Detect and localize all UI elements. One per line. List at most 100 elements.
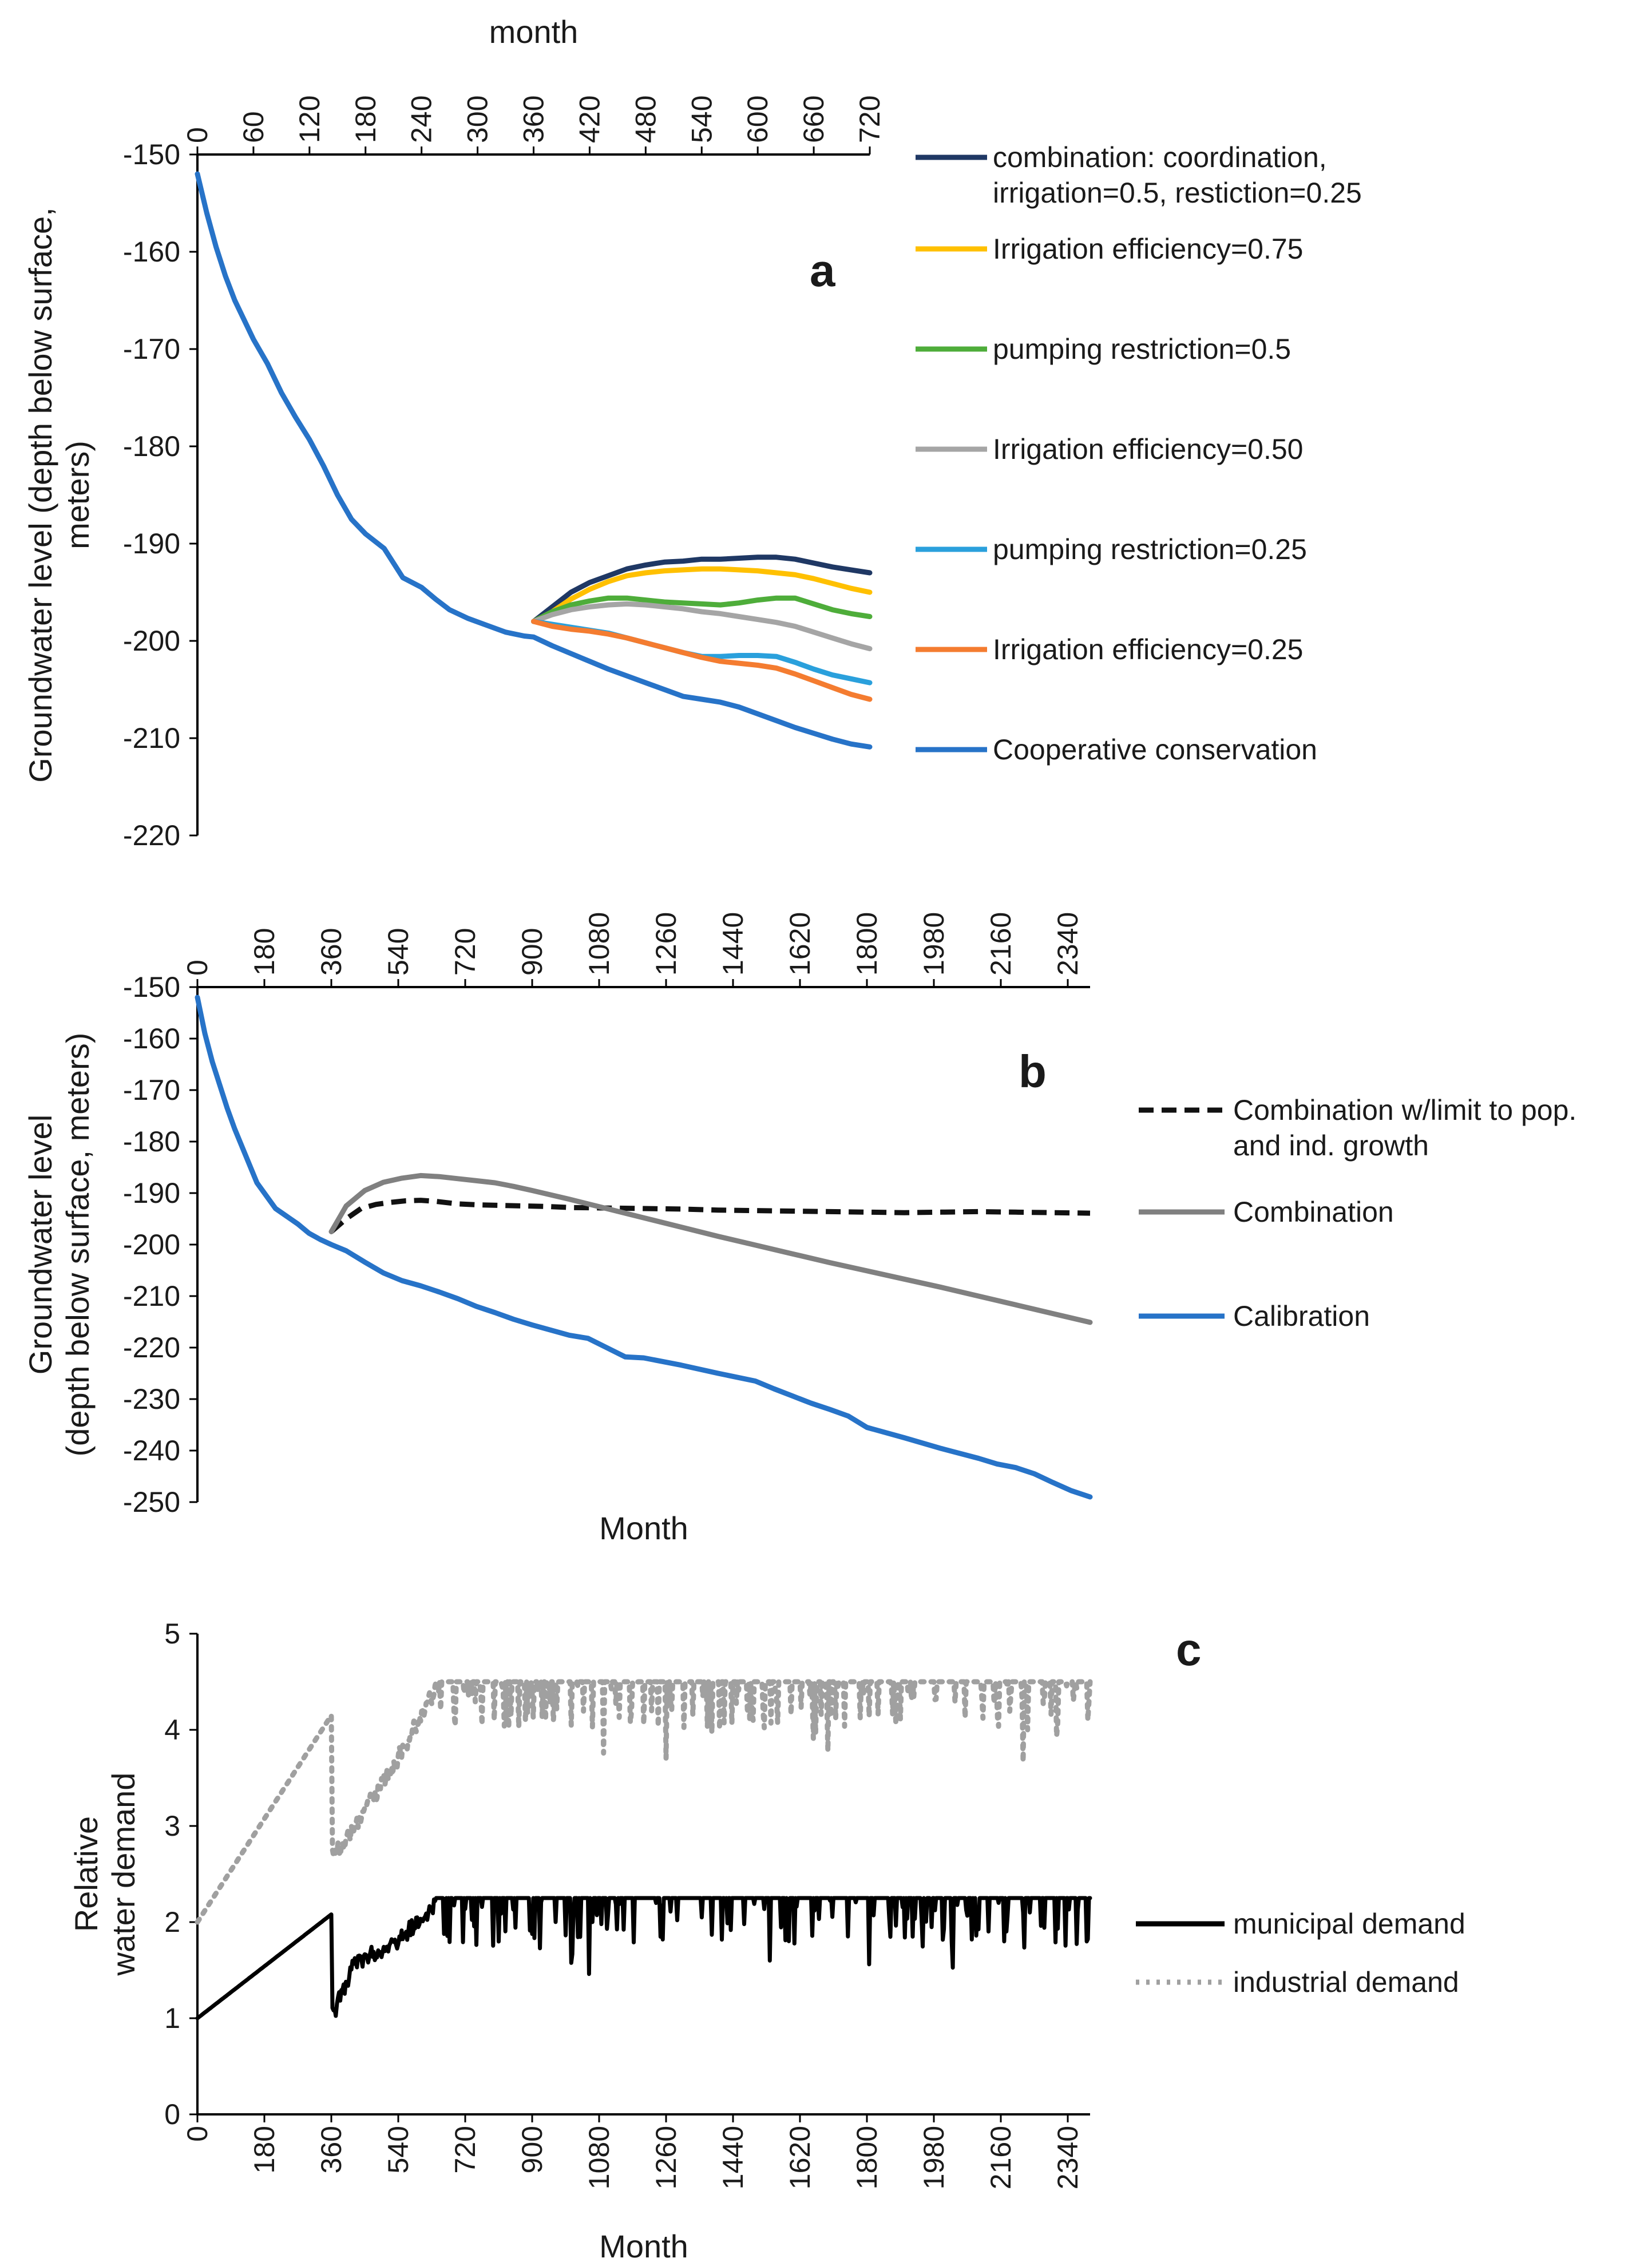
x-tick-label: 660 (798, 96, 830, 143)
legend-label: Calibration (1233, 1300, 1370, 1332)
legend-label: and ind. growth (1233, 1130, 1429, 1162)
y-tick-label: -180 (123, 430, 180, 462)
x-tick-label: 1980 (918, 912, 950, 976)
x-tick-label: 1440 (717, 2126, 749, 2189)
x-tick-label: 720 (449, 928, 481, 976)
series-line-combination-coordination-irrigation-0-5-restiction-0-25 (531, 554, 873, 624)
series-line-combination (328, 1172, 1093, 1325)
x-axis-title: month (489, 14, 579, 50)
x-tick-label: 720 (854, 96, 886, 143)
y-tick-label: -220 (123, 819, 180, 851)
y-tick-label: 1 (164, 2002, 180, 2034)
x-tick-label: 1080 (583, 2126, 615, 2189)
y-tick-label: -150 (123, 971, 180, 1003)
y-tick-label: -230 (123, 1383, 180, 1415)
y-axis-title-line-2: water demand (105, 1773, 141, 1976)
y-axis-title-line-1: Groundwater level (depth below surface, (22, 207, 58, 782)
panel-label: c (1176, 1624, 1202, 1675)
x-tick-label: 720 (449, 2126, 481, 2173)
y-tick-label: -180 (123, 1126, 180, 1158)
x-tick-label: 1620 (784, 912, 816, 976)
y-tick-label: -210 (123, 1280, 180, 1312)
legend-label: Cooperative conservation (993, 734, 1317, 766)
x-tick-label: 540 (382, 928, 414, 976)
legend-label: combination: coordination, (993, 141, 1327, 173)
legend-label: Irrigation efficiency=0.75 (993, 233, 1303, 265)
x-tick-label: 0 (181, 960, 213, 976)
legend-label: industrial demand (1233, 1966, 1459, 1998)
x-tick-label: 180 (248, 2126, 280, 2173)
series-line-combination-w-limit-to-pop-and-ind-growth (330, 1198, 1091, 1234)
x-tick-label: 360 (315, 928, 347, 976)
panel-a-chart: -150 -160 -170 -180 -190 -200 -210 -220 0 60 120 18… (22, 14, 1362, 851)
x-tick-label: 1800 (851, 912, 883, 976)
series-line-irrigation-efficiency-0-25 (531, 619, 873, 702)
x-tick-label: 360 (518, 96, 550, 143)
y-axis-title-line-1: Groundwater level (22, 1115, 58, 1374)
y-tick-label: -160 (123, 236, 180, 268)
y-tick-label: -190 (123, 1177, 180, 1209)
x-tick-label: 900 (516, 928, 548, 976)
y-axis-title-line-2: (depth below surface, meters) (60, 1033, 96, 1457)
y-tick-label: 5 (164, 1618, 180, 1650)
x-tick-label: 1260 (650, 2126, 682, 2189)
x-tick-label: 1440 (717, 912, 749, 976)
x-tick-label: 240 (406, 96, 438, 143)
legend-label: pumping restriction=0.5 (993, 333, 1291, 365)
y-tick-label: -170 (123, 333, 180, 365)
x-tick-label: 420 (573, 96, 605, 143)
x-tick-label: 1800 (851, 2126, 883, 2189)
y-tick-label: -170 (123, 1074, 180, 1106)
x-axis-title: Month (599, 1510, 688, 1546)
series-line-industrial-demand (195, 1679, 1093, 1925)
x-tick-label: 1080 (583, 912, 615, 976)
legend-label: municipal demand (1233, 1908, 1465, 1940)
y-tick-label: -150 (123, 138, 180, 171)
series-line-cooperative-conservation (195, 171, 873, 750)
series-line-municipal-demand (195, 1896, 1092, 2021)
y-axis-title-line-1: Relative (68, 1816, 104, 1932)
x-tick-label: 2160 (985, 912, 1017, 976)
legend-label: Irrigation efficiency=0.25 (993, 633, 1303, 665)
x-tick-label: 600 (742, 96, 774, 143)
legend-label: pumping restriction=0.25 (993, 533, 1307, 565)
y-tick-label: 4 (164, 1714, 180, 1746)
y-tick-label: -200 (123, 1229, 180, 1261)
legend-label: Irrigation efficiency=0.50 (993, 433, 1303, 465)
panel-b-chart: -150 -160 -170 -180 -190 -200 -210 -220 -230 -240… (22, 912, 1576, 1546)
legend-label: irrigation=0.5, restiction=0.25 (993, 177, 1362, 209)
series-line-pumping-restriction-0-5 (531, 595, 873, 624)
y-tick-label: -200 (123, 625, 180, 657)
x-tick-label: 1260 (650, 912, 682, 976)
x-tick-label: 180 (350, 96, 382, 143)
x-tick-label: 2160 (985, 2126, 1017, 2189)
panel-c-chart: 0 1 2 3 4 5 0 180 360 540 720 900 1080 1260 1440 1620 18… (68, 1618, 1465, 2264)
x-tick-label: 0 (181, 2126, 213, 2142)
panel-label: b (1019, 1046, 1047, 1097)
x-tick-label: 1980 (918, 2126, 950, 2189)
x-tick-label: 540 (686, 96, 718, 143)
x-tick-label: 360 (315, 2126, 347, 2173)
y-tick-label: -240 (123, 1435, 180, 1467)
x-tick-label: 540 (382, 2126, 414, 2173)
x-tick-label: 0 (181, 127, 213, 143)
y-tick-label: -210 (123, 722, 180, 754)
y-tick-label: -160 (123, 1023, 180, 1055)
x-tick-label: 120 (294, 96, 326, 143)
x-axis-title: Month (599, 2228, 688, 2264)
x-tick-label: 900 (516, 2126, 548, 2173)
y-tick-label: 3 (164, 1810, 180, 1842)
x-tick-label: 2340 (1052, 912, 1084, 976)
x-tick-label: 300 (462, 96, 494, 143)
series-line-irrigation-efficiency-0-50 (531, 601, 873, 652)
y-tick-label: 0 (164, 2098, 180, 2130)
legend-label: Combination w/limit to pop. (1233, 1094, 1576, 1126)
x-tick-label: 1620 (784, 2126, 816, 2189)
x-tick-label: 180 (248, 928, 280, 976)
y-tick-label: 2 (164, 1906, 180, 1938)
x-tick-label: 2340 (1052, 2126, 1084, 2189)
panel-label: a (810, 245, 835, 296)
x-tick-label: 60 (237, 111, 270, 143)
y-tick-label: -250 (123, 1486, 180, 1518)
